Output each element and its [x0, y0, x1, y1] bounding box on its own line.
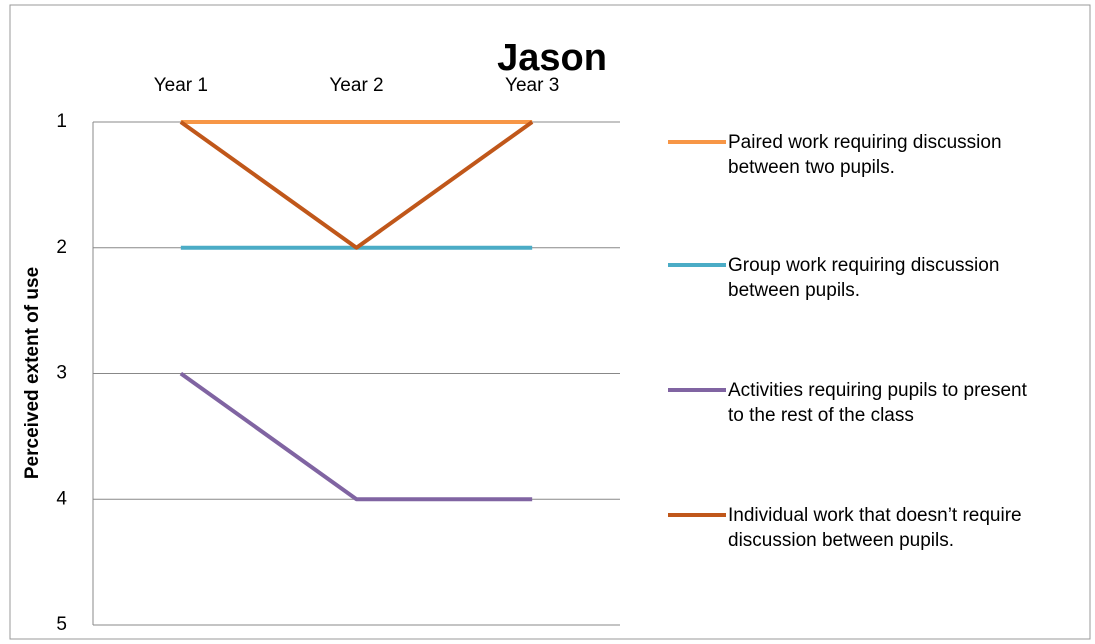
series-line — [179, 371, 533, 502]
legend-label: Paired work requiring discussion between… — [728, 132, 1002, 178]
series-line — [179, 120, 534, 250]
y-tick-label: 1 — [56, 111, 67, 132]
y-tick-label: 2 — [56, 237, 67, 258]
y-tick-label: 4 — [56, 488, 67, 509]
x-tick-label: Year 2 — [329, 75, 383, 96]
y-axis-label: Perceived extent of use — [22, 267, 43, 479]
legend-label: Activities requiring pupils to present t… — [728, 380, 1027, 426]
chart-frame — [9, 4, 1091, 640]
x-tick-label: Year 1 — [154, 75, 208, 96]
y-tick-label: 3 — [56, 363, 67, 384]
legend-label: Group work requiring discussion between … — [728, 255, 1000, 301]
legend-label: Individual work that doesn’t require dis… — [728, 505, 1022, 551]
y-tick-label: 5 — [56, 614, 67, 635]
chart-title: Jason — [497, 37, 607, 79]
x-tick-label: Year 3 — [505, 75, 559, 96]
